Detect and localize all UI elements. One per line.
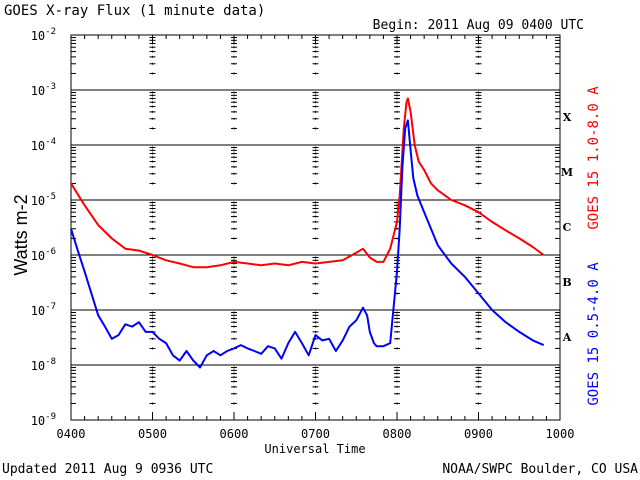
x-tick-label: 0900: [464, 427, 493, 441]
chart-title: GOES X-ray Flux (1 minute data): [4, 3, 265, 19]
y-axis-label: Watts m-2: [11, 194, 31, 275]
y-tick-base: 10: [31, 194, 45, 208]
x-tick-label: 1000: [546, 427, 575, 441]
y-tick-label: 10-7: [31, 302, 56, 318]
series-long-channel-line: [70, 97, 545, 269]
x-tick-label: 0500: [138, 427, 167, 441]
y-tick-base: 10: [31, 304, 45, 318]
y-tick-base: 10: [31, 249, 45, 263]
x-tick-label: 0800: [383, 427, 412, 441]
flare-class-c: C: [563, 221, 572, 234]
y-tick-base: 10: [31, 139, 45, 153]
y-tick-label: 10-5: [31, 192, 56, 208]
x-tick-label: 0600: [220, 427, 249, 441]
x-tick-labels: 0400 0500 0600 0700 0800 0900 1000: [57, 427, 575, 441]
flare-class-b: B: [562, 276, 571, 289]
legend-long-channel: GOES 15 1.0-8.0 A: [586, 86, 602, 230]
y-tick-exponent: -3: [45, 82, 56, 92]
y-tick-exponent: -5: [45, 192, 56, 202]
grid-lines: [71, 89, 560, 366]
x-tick-label: 0400: [57, 427, 86, 441]
updated-time: Updated 2011 Aug 9 0936 UTC: [2, 462, 213, 477]
data-series: [70, 97, 545, 369]
series-short-channel-line: [70, 119, 545, 369]
axis-ticks: [70, 35, 561, 421]
legend-short-channel: GOES 15 0.5-4.0 A: [586, 262, 602, 406]
y-tick-labels: 10-910-810-710-610-510-410-310-2: [31, 27, 56, 428]
y-tick-base: 10: [31, 414, 45, 428]
y-tick-exponent: -6: [45, 247, 56, 257]
y-tick-label: 10-9: [31, 412, 56, 428]
y-tick-base: 10: [31, 359, 45, 373]
begin-time: Begin: 2011 Aug 09 0400 UTC: [373, 18, 584, 33]
y-tick-exponent: -9: [45, 412, 56, 422]
x-tick-label: 0700: [301, 427, 330, 441]
y-tick-label: 10-4: [31, 137, 56, 153]
y-tick-exponent: -2: [45, 27, 56, 37]
flare-class-x: X: [563, 111, 572, 124]
credit: NOAA/SWPC Boulder, CO USA: [442, 462, 638, 477]
flare-class-a: A: [562, 331, 572, 344]
y-tick-label: 10-6: [31, 247, 56, 263]
flare-class-labels: A B C M X: [561, 111, 573, 344]
y-tick-label: 10-2: [31, 27, 56, 43]
y-tick-exponent: -4: [45, 137, 56, 147]
flare-class-m: M: [561, 166, 573, 179]
x-axis-label: Universal Time: [264, 442, 365, 456]
y-tick-exponent: -7: [45, 302, 56, 312]
y-tick-label: 10-8: [31, 357, 56, 373]
y-tick-base: 10: [31, 84, 45, 98]
y-tick-base: 10: [31, 29, 45, 43]
y-tick-exponent: -8: [45, 357, 56, 367]
y-tick-label: 10-3: [31, 82, 56, 98]
